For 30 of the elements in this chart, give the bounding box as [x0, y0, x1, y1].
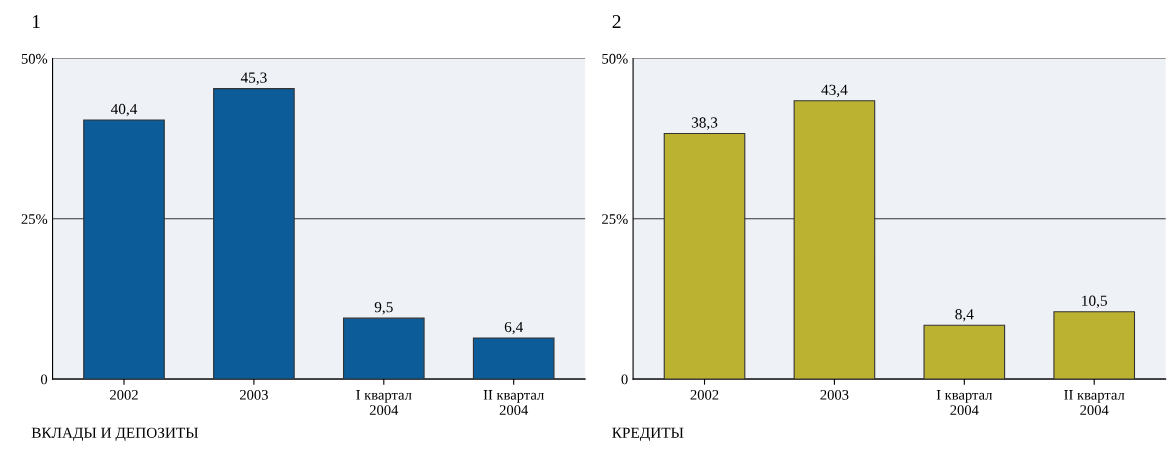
y-tick-label: 25%	[21, 214, 48, 225]
bar	[1053, 311, 1136, 380]
data-label: 40,4	[110, 103, 138, 117]
chart-title: 2	[612, 15, 621, 28]
y-tick-label: 25%	[602, 214, 628, 225]
bar	[472, 337, 555, 380]
data-label: 43,4	[821, 84, 848, 98]
x-tick-label: 2002	[110, 389, 138, 400]
x-tick-label: I квартал 2004	[936, 390, 993, 416]
data-label: 10,5	[1082, 295, 1107, 309]
data-label: 38,3	[691, 117, 718, 130]
x-tick-label: II квартал 2004	[1064, 390, 1125, 416]
y-tick-label: 0	[40, 374, 48, 385]
bar	[923, 324, 1006, 380]
data-label: 8,4	[955, 309, 974, 322]
x-axis-title: КРЕДИТЫ	[612, 427, 684, 442]
data-label: 45,3	[240, 72, 267, 85]
x-tick-label: 2003	[239, 389, 268, 400]
x-tick-label: 2002	[690, 389, 719, 400]
x-tick-label: 2003	[820, 389, 849, 400]
data-label: 6,4	[504, 321, 524, 335]
y-tick-label: 50%	[21, 53, 48, 64]
data-label: 9,5	[374, 302, 393, 315]
chart-title: 1	[32, 15, 40, 28]
bar	[342, 317, 425, 380]
y-tick-label: 0	[621, 374, 628, 385]
x-tick-label: II квартал 2004	[483, 390, 544, 416]
x-axis-title: ВКЛАДЫ И ДЕПОЗИТЫ	[31, 427, 199, 442]
y-tick-label: 50%	[602, 53, 628, 64]
x-tick-label: I квартал 2004	[356, 390, 412, 416]
